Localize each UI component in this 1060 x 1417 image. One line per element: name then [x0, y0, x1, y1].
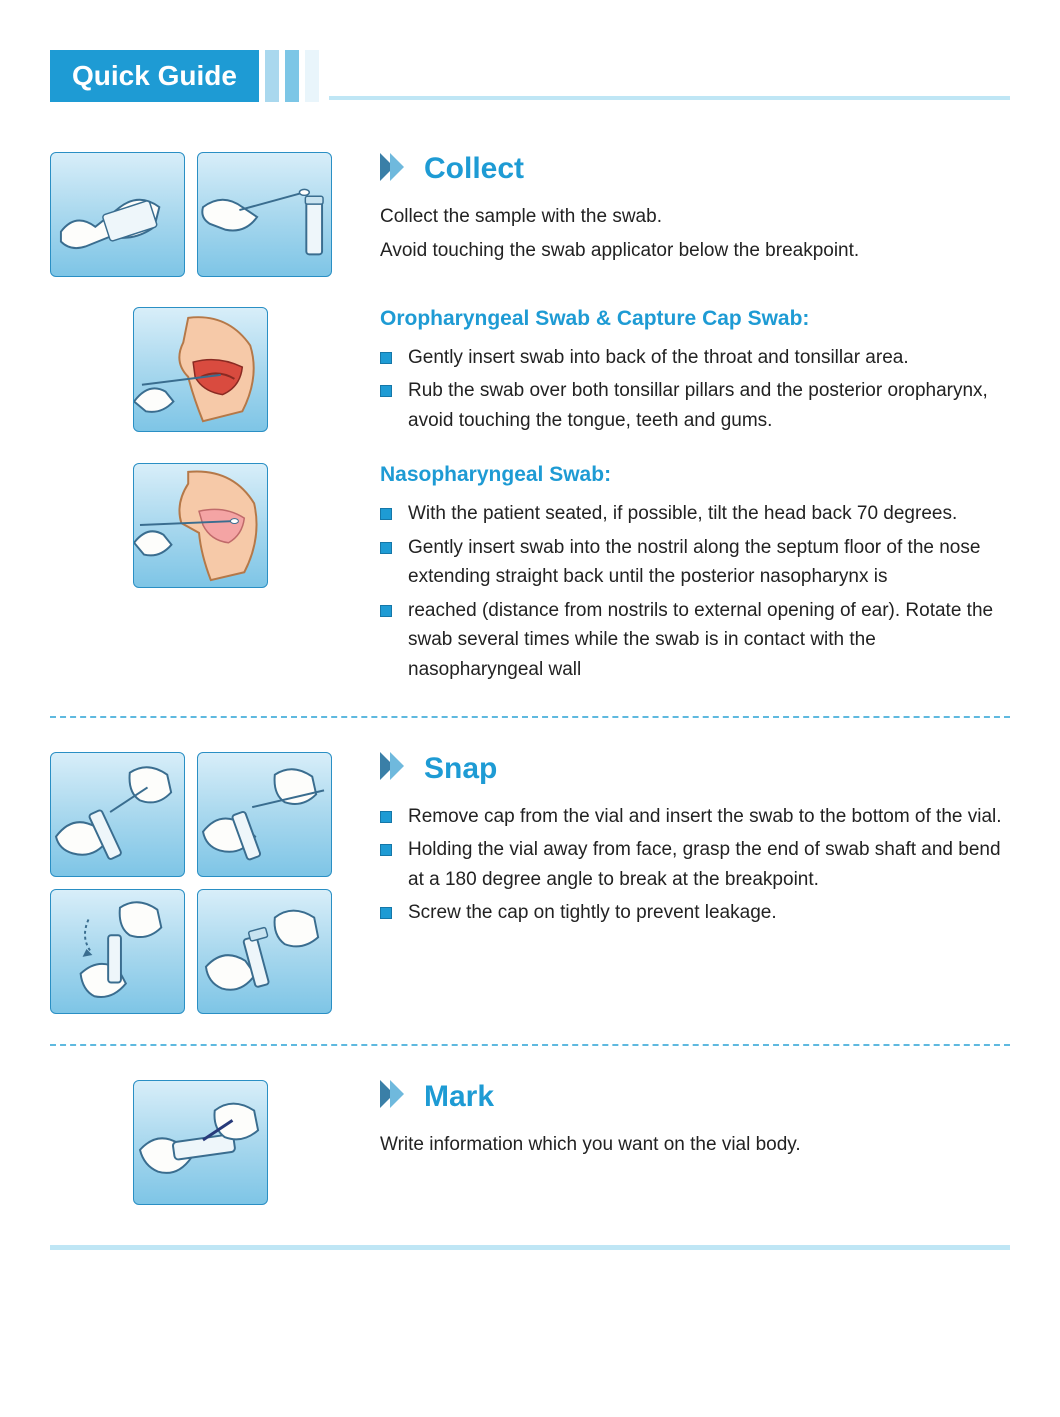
chevron-icon — [380, 153, 412, 186]
chevron-icon — [380, 752, 412, 785]
divider-2 — [50, 1044, 1010, 1046]
screw-cap-icon — [198, 890, 331, 1013]
snap-image-1 — [50, 752, 185, 877]
naso-bullet-1: With the patient seated, if possible, ti… — [380, 499, 1010, 528]
snap-bullet-2: Holding the vial away from face, grasp t… — [380, 835, 1010, 894]
swab-vial-icon — [198, 153, 331, 276]
snap-bullet-3: Screw the cap on tightly to prevent leak… — [380, 898, 1010, 927]
oro-bullet-1: Gently insert swab into back of the thro… — [380, 343, 1010, 372]
section-mark: Mark Write information which you want on… — [50, 1080, 1010, 1205]
snap-swab-icon — [198, 753, 331, 876]
header-title: Quick Guide — [50, 50, 259, 102]
snap-image-3 — [50, 889, 185, 1014]
header-accent-bars — [265, 50, 325, 102]
mark-image — [133, 1080, 268, 1205]
page: Quick Guide — [0, 0, 1060, 1290]
section-snap: Snap Remove cap from the vial and insert… — [50, 752, 1010, 1014]
naso-text: Nasopharyngeal Swab: With the patient se… — [380, 463, 1010, 688]
section-collect: Collect Collect the sample with the swab… — [50, 152, 1010, 277]
swab-package-icon — [51, 153, 184, 276]
header-underline — [329, 96, 1010, 100]
header-bar-2 — [285, 50, 299, 102]
throat-icon — [134, 308, 267, 431]
break-swab-icon — [51, 890, 184, 1013]
subsection-oropharyngeal: Oropharyngeal Swab & Capture Cap Swab: G… — [50, 307, 1010, 439]
naso-image — [133, 463, 268, 588]
collect-line-1: Collect the sample with the swab. — [380, 202, 1010, 232]
snap-title: Snap — [424, 752, 497, 786]
header-bar-3 — [305, 50, 319, 102]
divider-1 — [50, 716, 1010, 718]
snap-bullet-1: Remove cap from the vial and insert the … — [380, 802, 1010, 831]
write-vial-icon — [134, 1081, 267, 1204]
oro-bullet-2: Rub the swab over both tonsillar pillars… — [380, 376, 1010, 435]
snap-image-2 — [197, 752, 332, 877]
naso-image-col — [50, 463, 350, 688]
header: Quick Guide — [50, 50, 1010, 102]
naso-bullet-2: Gently insert swab into the nostril alon… — [380, 533, 1010, 592]
collect-line-2: Avoid touching the swab applicator below… — [380, 236, 1010, 266]
collect-images — [50, 152, 350, 277]
nose-icon — [134, 464, 267, 587]
collect-title-row: Collect — [380, 152, 1010, 186]
mark-title: Mark — [424, 1080, 494, 1114]
footer-line — [50, 1245, 1010, 1250]
oro-image — [133, 307, 268, 432]
collect-image-1 — [50, 152, 185, 277]
snap-title-row: Snap — [380, 752, 1010, 786]
chevron-icon — [380, 1080, 412, 1113]
collect-image-2 — [197, 152, 332, 277]
mark-images — [50, 1080, 350, 1205]
header-bar-1 — [265, 50, 279, 102]
oro-text: Oropharyngeal Swab & Capture Cap Swab: G… — [380, 307, 1010, 439]
mark-title-row: Mark — [380, 1080, 1010, 1114]
naso-title: Nasopharyngeal Swab: — [380, 463, 1010, 487]
collect-text: Collect Collect the sample with the swab… — [380, 152, 1010, 277]
mark-line: Write information which you want on the … — [380, 1130, 1010, 1160]
insert-swab-icon — [51, 753, 184, 876]
naso-bullets: With the patient seated, if possible, ti… — [380, 499, 1010, 684]
snap-image-4 — [197, 889, 332, 1014]
snap-text: Snap Remove cap from the vial and insert… — [380, 752, 1010, 1014]
mark-text: Mark Write information which you want on… — [380, 1080, 1010, 1205]
oro-bullets: Gently insert swab into back of the thro… — [380, 343, 1010, 435]
naso-bullet-3: reached (distance from nostrils to exter… — [380, 596, 1010, 684]
subsection-nasopharyngeal: Nasopharyngeal Swab: With the patient se… — [50, 463, 1010, 688]
oro-title: Oropharyngeal Swab & Capture Cap Swab: — [380, 307, 1010, 331]
snap-images — [50, 752, 350, 1014]
oro-image-col — [50, 307, 350, 439]
snap-bullets: Remove cap from the vial and insert the … — [380, 802, 1010, 928]
collect-title: Collect — [424, 152, 524, 186]
